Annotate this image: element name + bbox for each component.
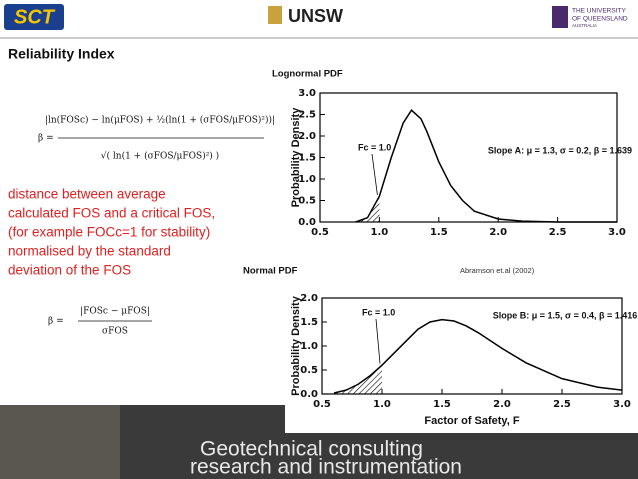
annotation: Slope A: μ = 1.3, σ = 0.2, β = 1.639 bbox=[488, 145, 632, 155]
logo-right-text: THE UNIVERSITY bbox=[572, 8, 626, 15]
description-line: (for example FOCc=1 for stability) bbox=[8, 225, 210, 240]
y-tick-label: 3.0 bbox=[298, 88, 316, 99]
y-tick-label: 1.0 bbox=[300, 341, 318, 352]
logo-right-crest bbox=[552, 6, 568, 28]
y-tick-label: 0.5 bbox=[300, 365, 318, 376]
chart-panel bbox=[285, 283, 638, 433]
y-tick-label: 2.0 bbox=[300, 293, 318, 304]
formula-denominator: √( ln(1 + (σFOS/μFOS)²) ) bbox=[101, 151, 219, 162]
logo-left-bg bbox=[4, 4, 64, 30]
hatched-area bbox=[355, 196, 380, 222]
formula-denominator: σFOS bbox=[102, 327, 128, 337]
formula-numerator: |ln(FOSc) − ln(μFOS) + ½(ln(1 + (σFOS/μF… bbox=[45, 115, 275, 126]
footer-text: research and instrumentation bbox=[190, 456, 462, 479]
formula-numerator: |FOSc − μFOS| bbox=[80, 307, 150, 317]
plot-frame bbox=[319, 92, 618, 223]
description-line: distance between average bbox=[8, 187, 166, 202]
description: distance between average calculated FOS … bbox=[8, 187, 215, 278]
annotation: Fc = 1.0 bbox=[362, 307, 395, 317]
x-tick-label: 2.0 bbox=[493, 399, 511, 410]
y-tick-label: 2.5 bbox=[298, 110, 316, 121]
logo-right-text: AUSTRALIA bbox=[572, 23, 597, 28]
x-tick-label: 3.0 bbox=[608, 227, 626, 238]
footer-text: Geotechnical consulting bbox=[200, 438, 423, 461]
x-tick-label: 2.5 bbox=[553, 399, 571, 410]
x-tick-label: 3.0 bbox=[613, 399, 631, 410]
formula-lhs: β = bbox=[48, 317, 64, 327]
x-tick-label: 0.5 bbox=[313, 399, 331, 410]
annotation: Slope B: μ = 1.5, σ = 0.4, β = 1.416 bbox=[493, 310, 637, 320]
annotation-pointer bbox=[371, 153, 378, 196]
x-tick-label: 0.5 bbox=[311, 227, 329, 238]
y-tick-label: 0.0 bbox=[300, 389, 318, 400]
x-tick-label: 1.0 bbox=[371, 227, 389, 238]
annotation: Fc = 1.0 bbox=[358, 142, 391, 152]
x-tick-label: 2.0 bbox=[489, 227, 507, 238]
chart-title: Lognormal PDF bbox=[272, 69, 343, 80]
description-line: calculated FOS and a critical FOS, bbox=[8, 206, 215, 221]
pdf-curve bbox=[355, 109, 617, 223]
annotation-pointer bbox=[375, 318, 381, 364]
citation: Abramson et.al (2002) bbox=[460, 266, 535, 275]
x-axis-label: Factor of Safety, F bbox=[424, 415, 519, 427]
y-tick-label: 0.0 bbox=[298, 217, 316, 228]
y-tick-label: 1.5 bbox=[298, 153, 316, 164]
x-tick-label: 1.5 bbox=[433, 399, 451, 410]
y-tick-label: 1.0 bbox=[298, 174, 316, 185]
logo-left: SCT bbox=[14, 6, 56, 28]
y-axis-label: Probability Density bbox=[290, 107, 302, 208]
slide-title: Reliability Index bbox=[8, 46, 115, 62]
x-tick-label: 1.5 bbox=[430, 227, 448, 238]
description-line: deviation of the FOS bbox=[8, 263, 131, 278]
chart-title: Normal PDF bbox=[243, 266, 298, 277]
y-axis-label: Probability Density bbox=[290, 295, 302, 396]
description-line: normalised by the standard bbox=[8, 244, 171, 259]
pdf-curve bbox=[333, 318, 623, 394]
hatched-area bbox=[334, 365, 382, 394]
logo-center: UNSW bbox=[288, 6, 343, 26]
logo-center-crest bbox=[268, 6, 282, 24]
footer-image bbox=[0, 405, 120, 479]
x-tick-label: 2.5 bbox=[549, 227, 567, 238]
y-tick-label: 1.5 bbox=[300, 317, 318, 328]
y-tick-label: 0.5 bbox=[298, 196, 316, 207]
x-tick-label: 1.0 bbox=[373, 399, 391, 410]
logo-right-text: OF QUEENSLAND bbox=[572, 16, 628, 23]
formula-lhs: β = bbox=[38, 134, 54, 144]
y-tick-label: 2.0 bbox=[298, 131, 316, 142]
